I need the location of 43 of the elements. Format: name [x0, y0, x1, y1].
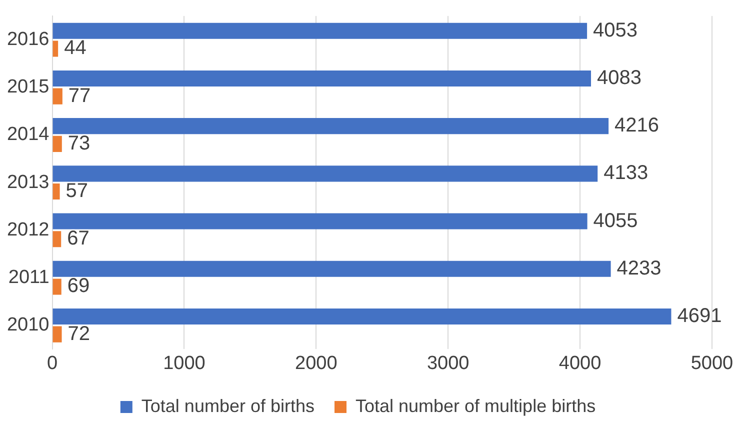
bar: [52, 308, 672, 325]
x-tick-label: 5000: [690, 352, 734, 374]
bar: [52, 136, 62, 152]
data-label: 69: [67, 275, 90, 298]
data-label: 77: [68, 84, 91, 107]
x-tick-label: 4000: [558, 352, 602, 374]
x-tick-label: 1000: [163, 352, 206, 374]
data-label: 4216: [614, 114, 660, 137]
data-label: 4053: [593, 19, 638, 42]
y-tick-label: 2010: [6, 314, 50, 336]
x-tick-label: 2000: [295, 352, 338, 374]
y-tick-label: 2014: [6, 124, 50, 146]
bar: [52, 40, 58, 57]
bar: [52, 213, 588, 230]
data-label: 4691: [677, 304, 722, 327]
y-tick-label: 2012: [6, 219, 50, 240]
bar: [52, 183, 60, 200]
y-tick-label: 2013: [6, 172, 50, 193]
bar: [52, 260, 611, 277]
data-label: 67: [67, 228, 90, 250]
y-tick-label: 2016: [6, 29, 50, 50]
bar: [52, 326, 62, 342]
bar: [52, 88, 62, 104]
y-tick-label: 2011: [8, 267, 50, 288]
bar: [52, 166, 598, 182]
bar: [52, 231, 62, 248]
bar: [52, 118, 609, 134]
x-tick-label: 3000: [426, 352, 470, 374]
legend-label: Total number of births: [141, 396, 314, 416]
y-tick-label: 2015: [6, 76, 50, 98]
data-label: 4083: [597, 66, 642, 89]
bar: [52, 70, 592, 87]
bar: [52, 278, 62, 295]
bar: [52, 22, 588, 39]
data-label: 72: [68, 322, 90, 345]
data-label: 57: [66, 180, 88, 202]
legend-label: Total number of multiple births: [355, 396, 596, 416]
x-tick-label: 0: [46, 352, 58, 374]
data-label: 4055: [593, 210, 638, 232]
data-label: 73: [68, 132, 90, 154]
data-label: 44: [64, 37, 86, 60]
data-label: 4233: [616, 257, 662, 280]
data-label: 4133: [604, 162, 648, 184]
